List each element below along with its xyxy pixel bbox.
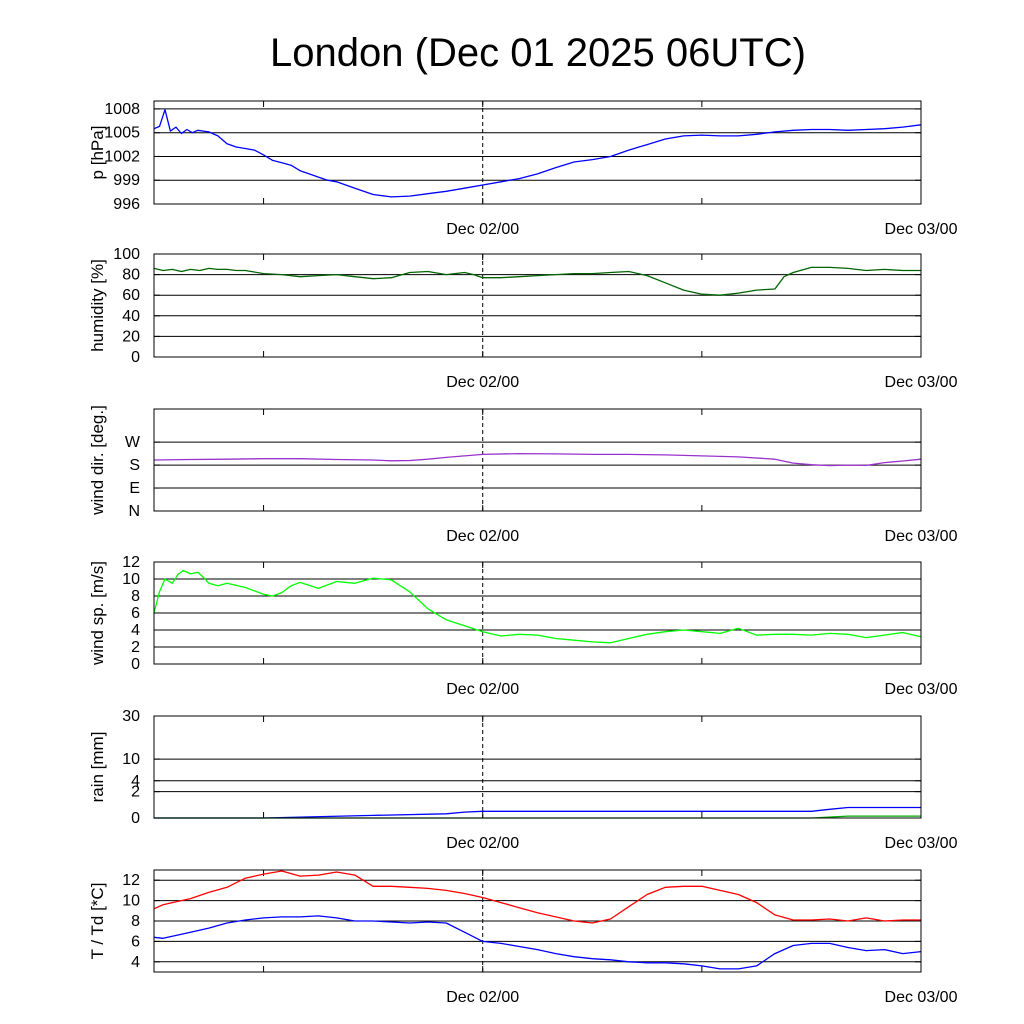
series-line-wind_direction-0 (153, 452, 922, 467)
y-tick-label: 80 (122, 267, 140, 284)
panel-temperature: 4 6 8 10 12 Dec 02/00 Dec 03/00 T / Td [*C] (88, 869, 958, 1006)
y-tick-label: 4 (131, 773, 140, 790)
x-tick-label: Dec 03/00 (885, 835, 958, 852)
x-tick-label: Dec 03/00 (885, 681, 958, 698)
y-tick-label: 40 (122, 308, 140, 325)
series-line-wind_speed-0 (153, 569, 922, 644)
y-tick-label: 0 (131, 656, 140, 673)
y-tick-label: 30 (122, 708, 140, 725)
x-tick-label: Dec 02/00 (446, 221, 519, 238)
y-tick-label: 6 (131, 605, 140, 622)
y-tick-label: 20 (122, 328, 140, 345)
series-line-rain-0 (154, 806, 921, 819)
y-axis-label: rain [mm] (88, 732, 107, 803)
series-line-humidity-0 (153, 266, 921, 296)
y-tick-label: 2 (131, 639, 140, 656)
x-tick-label: Dec 03/00 (885, 374, 958, 391)
series-line-temperature-0 (153, 870, 921, 924)
panel-humidity: 0 20 40 60 80 100 Dec 02/00 Dec 03/00 humidity [… (88, 246, 958, 391)
y-axis-label: p [hPa] (88, 126, 107, 180)
panel-frame (153, 253, 922, 358)
y-tick-label: 1005 (104, 125, 140, 142)
x-tick-label: Dec 02/00 (446, 989, 519, 1006)
y-axis-label: humidity [%] (88, 259, 107, 352)
y-tick-label: 0 (131, 810, 140, 827)
y-tick-label: 10 (122, 751, 140, 768)
y-tick-label: 8 (131, 588, 140, 605)
y-tick-label: 12 (122, 872, 140, 889)
y-axis-label: wind sp. [m/s] (88, 561, 107, 666)
y-tick-label: 2 (131, 784, 140, 801)
panel-frame (153, 715, 922, 819)
chart-title: London (Dec 01 2025 06UTC) (270, 31, 806, 75)
y-tick-label: 4 (131, 954, 140, 971)
panel-rain: 0 24 10 30 Dec 02/00 Dec 03/00 rain [mm] (88, 708, 958, 852)
x-tick-label: Dec 03/00 (885, 989, 958, 1006)
y-tick-label: N (128, 503, 140, 520)
y-tick-label: 1008 (104, 101, 140, 118)
x-tick-label: Dec 02/00 (446, 835, 519, 852)
panel-frame (153, 100, 922, 205)
panel-frame (153, 408, 922, 512)
y-tick-label: S (129, 457, 140, 474)
y-tick-label: E (129, 480, 140, 497)
y-tick-label: 999 (113, 172, 140, 189)
x-tick-label: Dec 03/00 (885, 221, 958, 238)
panel-pressure: 996 999 1002 1005 1008 Dec 02/00 Dec 03/00 p [h… (88, 100, 958, 238)
x-tick-label: Dec 02/00 (446, 681, 519, 698)
panel-frame (153, 869, 922, 973)
panel-frame (153, 561, 922, 665)
y-axis-label: wind dir. [deg.] (88, 405, 107, 516)
y-tick-label: 100 (113, 246, 140, 263)
y-tick-label: 12 (122, 554, 140, 571)
y-tick-label: 1002 (104, 148, 140, 165)
y-tick-label: 8 (131, 913, 140, 930)
x-tick-label: Dec 03/00 (885, 528, 958, 545)
y-tick-label: 60 (122, 287, 140, 304)
y-tick-label: 10 (122, 893, 140, 910)
series-line-temperature-1 (153, 915, 922, 970)
y-tick-label: 10 (122, 571, 140, 588)
x-tick-label: Dec 02/00 (446, 528, 519, 545)
y-tick-label: 996 (113, 196, 140, 213)
y-axis-label: T / Td [*C] (88, 883, 107, 960)
y-tick-label: 0 (131, 349, 140, 366)
y-tick-label: 4 (131, 622, 140, 639)
series-line-pressure-0 (153, 109, 922, 198)
y-tick-label: W (125, 434, 141, 451)
y-tick-label: 6 (131, 933, 140, 950)
x-tick-label: Dec 02/00 (446, 374, 519, 391)
